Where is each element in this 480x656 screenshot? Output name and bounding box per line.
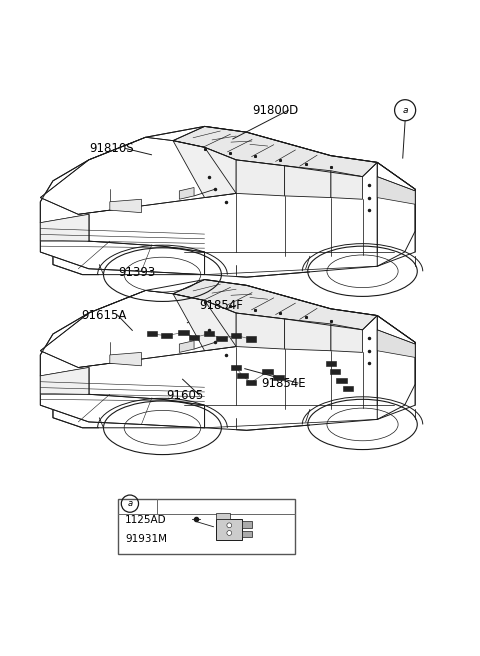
Bar — [343, 386, 353, 391]
Polygon shape — [331, 171, 362, 199]
Polygon shape — [173, 140, 236, 197]
Polygon shape — [236, 160, 285, 196]
Text: 1125AD: 1125AD — [125, 515, 167, 525]
Polygon shape — [236, 313, 285, 349]
Polygon shape — [285, 319, 331, 351]
Polygon shape — [99, 252, 236, 294]
Bar — [263, 369, 273, 374]
Bar — [330, 369, 340, 374]
Bar — [231, 365, 241, 370]
Text: 91393: 91393 — [118, 266, 155, 279]
Polygon shape — [377, 163, 415, 266]
Bar — [325, 361, 336, 366]
Polygon shape — [173, 279, 377, 330]
Polygon shape — [99, 405, 236, 447]
Polygon shape — [310, 252, 415, 294]
Polygon shape — [40, 222, 204, 275]
Polygon shape — [377, 176, 415, 204]
Bar — [147, 331, 157, 337]
Bar — [246, 380, 256, 385]
Polygon shape — [40, 291, 236, 367]
Bar — [118, 499, 295, 554]
Bar — [216, 513, 230, 519]
Polygon shape — [110, 199, 142, 213]
Text: 91854F: 91854F — [199, 299, 243, 312]
Text: 91605: 91605 — [166, 388, 203, 401]
Polygon shape — [377, 316, 415, 419]
Circle shape — [227, 531, 232, 535]
Bar — [189, 335, 199, 340]
Polygon shape — [40, 127, 415, 277]
Bar — [178, 330, 189, 335]
Circle shape — [227, 523, 232, 527]
Bar — [231, 333, 241, 338]
Bar — [273, 375, 284, 380]
Polygon shape — [173, 127, 377, 176]
Polygon shape — [40, 137, 236, 215]
Polygon shape — [377, 330, 415, 358]
Bar — [216, 519, 242, 540]
Polygon shape — [40, 215, 89, 241]
Polygon shape — [173, 294, 236, 351]
Bar — [204, 331, 214, 337]
Polygon shape — [285, 166, 331, 197]
Bar — [336, 378, 347, 382]
Text: 91931M: 91931M — [125, 533, 167, 544]
Text: 91800D: 91800D — [252, 104, 298, 117]
Polygon shape — [310, 405, 415, 447]
Text: 91810S: 91810S — [89, 142, 134, 155]
Bar — [161, 333, 172, 338]
Polygon shape — [40, 279, 415, 430]
Polygon shape — [180, 340, 194, 352]
Polygon shape — [180, 188, 194, 199]
Polygon shape — [40, 376, 204, 428]
Text: 91854E: 91854E — [262, 377, 306, 390]
Bar — [242, 522, 252, 527]
Bar — [242, 531, 252, 537]
Bar — [246, 337, 256, 342]
Polygon shape — [110, 352, 142, 366]
Polygon shape — [331, 324, 362, 352]
Bar — [216, 336, 227, 340]
Polygon shape — [40, 367, 89, 394]
Text: a: a — [402, 106, 408, 115]
Text: a: a — [127, 499, 132, 508]
Bar — [237, 373, 248, 379]
Text: 91615A: 91615A — [81, 308, 126, 321]
